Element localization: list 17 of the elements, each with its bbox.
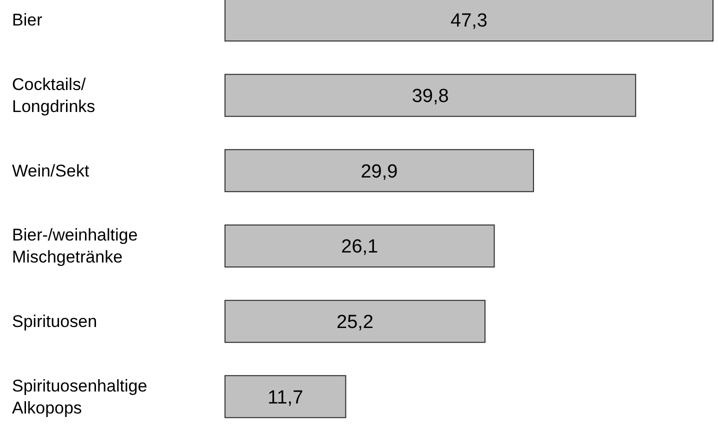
bar <box>224 375 346 418</box>
data-label: 26,1 <box>341 236 378 258</box>
y-tick-label: Bier <box>12 10 43 30</box>
data-label: 29,9 <box>360 161 398 182</box>
data-label: 25,2 <box>336 312 374 334</box>
data-label: 47,3 <box>450 10 488 32</box>
bar <box>224 74 636 117</box>
bar <box>224 300 486 343</box>
bar <box>224 149 534 192</box>
y-tick-label: Cocktails/ Longdrinks <box>12 74 96 116</box>
data-label: 11,7 <box>268 387 304 408</box>
y-tick-label: Spirituosenhaltige Alkopops <box>12 376 148 417</box>
y-tick-label: Spirituosen <box>12 312 98 330</box>
y-tick-label: Bier-/weinhaltige Mischgetränke <box>12 225 138 266</box>
bar <box>224 224 495 268</box>
y-tick-label: Wein/Sekt <box>12 160 90 180</box>
data-label: 39,8 <box>412 86 449 108</box>
